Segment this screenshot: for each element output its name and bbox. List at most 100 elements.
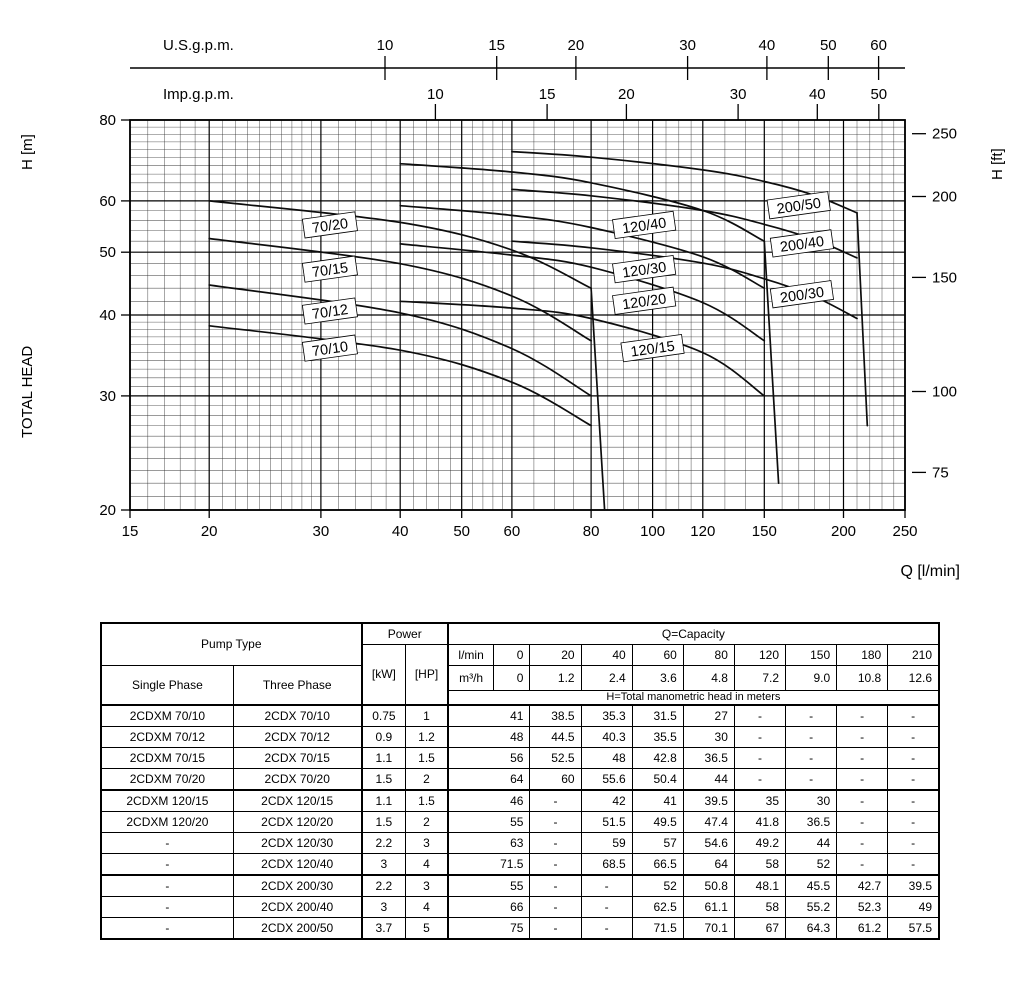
- lmin-value: 60: [631, 644, 684, 666]
- max-flow-limit-line: [590, 287, 606, 511]
- pump-table-section: Pump Type Power Q=Capacity [kW] [HP] l/m…: [100, 622, 1034, 941]
- right-tick-label: 100: [932, 384, 957, 401]
- head-value: -: [836, 768, 889, 791]
- power-kw-value: 2.2: [360, 874, 407, 898]
- head-value: 42: [580, 789, 633, 813]
- curve-label-120-15: 120/15: [620, 333, 685, 363]
- curve-label-200-40: 200/40: [769, 229, 835, 258]
- single-phase-model: -: [100, 896, 234, 919]
- head-value: 39.5: [887, 874, 940, 898]
- lmin-value: 180: [836, 644, 889, 666]
- us-gpm-tick-label: 20: [568, 37, 585, 54]
- power-hp-value: 3: [405, 832, 449, 855]
- three-phase-model: 2CDX 120/40: [232, 853, 363, 876]
- head-value: -: [836, 789, 889, 813]
- head-value: 71.5: [631, 917, 684, 940]
- head-value: -: [733, 704, 787, 728]
- head-value: 57.5: [887, 917, 940, 940]
- power-kw-value: 1.5: [360, 811, 407, 834]
- bottom-tick-label: 60: [504, 523, 521, 540]
- head-value: 42.7: [836, 874, 889, 898]
- head-value: -: [733, 768, 787, 791]
- head-value: 44.5: [529, 726, 582, 749]
- head-value: 75: [446, 917, 531, 940]
- head-value: 30: [682, 726, 735, 749]
- table-row: -2CDX 120/40 3 4 71.5-68.5 66.5 64 58 52- -: [100, 853, 940, 876]
- head-value: 41.8: [733, 811, 787, 834]
- us-gpm-tick-label: 30: [679, 37, 696, 54]
- head-value: -: [580, 874, 633, 898]
- bottom-tick-label: 150: [752, 523, 777, 540]
- head-value: 36.5: [682, 747, 735, 770]
- head-value: 35.3: [580, 704, 633, 728]
- pump-type-header: Pump Type: [100, 622, 363, 666]
- single-phase-model: -: [100, 853, 234, 876]
- right-tick-label: 200: [932, 189, 957, 206]
- pump-curve-70-15: [208, 237, 592, 342]
- imp-gpm-axis-label: Imp.g.p.m.: [163, 86, 234, 103]
- power-kw-value: 3: [360, 853, 407, 876]
- head-value: 48: [446, 726, 531, 749]
- curve-label-box: [766, 191, 831, 220]
- head-value: 48: [580, 747, 633, 770]
- single-phase-model: -: [100, 874, 234, 898]
- head-value: 35: [733, 789, 787, 813]
- power-kw-value: 0.75: [360, 704, 407, 728]
- bottom-tick-label: 100: [640, 523, 665, 540]
- pump-curve-120-40: [399, 162, 766, 243]
- y-axis-right-unit-label: H [ft]: [989, 148, 1006, 180]
- head-value: -: [580, 896, 633, 919]
- head-value: 66: [446, 896, 531, 919]
- head-value: 41: [631, 789, 684, 813]
- lmin-value: 120: [733, 644, 787, 666]
- three-phase-model: 2CDX 70/12: [232, 726, 363, 749]
- pump-curve-70-20: [208, 200, 592, 290]
- three-phase-model: 2CDX 200/50: [232, 917, 363, 940]
- power-kw-value: 1.1: [360, 747, 407, 770]
- head-value: 55.6: [580, 768, 633, 791]
- head-value: 56: [446, 747, 531, 770]
- power-header: Power: [360, 622, 449, 645]
- us-gpm-axis-label: U.S.g.p.m.: [163, 37, 234, 54]
- table-row: 2CDXM 70/20 2CDX 70/20 1.5 2 64 60 55.6 50.4 44-…: [100, 768, 940, 791]
- head-value: -: [529, 832, 582, 855]
- pump-curve-120-15: [399, 300, 766, 397]
- power-hp-value: 2: [405, 811, 449, 834]
- head-value: 48.1: [733, 874, 787, 898]
- head-value: -: [887, 811, 940, 834]
- max-flow-limit-line: [856, 212, 869, 427]
- lmin-value: 20: [529, 644, 582, 666]
- table-row: 2CDXM 120/20 2CDX 120/20 1.5 2 55-51.5 49.5 47…: [100, 811, 940, 834]
- pump-curve-120-30: [399, 204, 766, 290]
- single-phase-model: -: [100, 832, 234, 855]
- head-value: -: [887, 789, 940, 813]
- bottom-tick-label: 15: [122, 523, 139, 540]
- curve-label-70-12: 70/12: [301, 297, 358, 325]
- curve-label-text: 70/15: [311, 260, 349, 281]
- head-value: 52: [785, 853, 838, 876]
- head-value: 49.5: [631, 811, 684, 834]
- head-value: -: [836, 853, 889, 876]
- head-value: 52.5: [529, 747, 582, 770]
- head-value: -: [580, 917, 633, 940]
- curve-label-text: 120/40: [621, 215, 667, 237]
- curve-label-70-15: 70/15: [301, 255, 358, 283]
- curve-label-box: [301, 297, 358, 325]
- head-value: 60: [529, 768, 582, 791]
- power-kw-value: 3: [360, 896, 407, 919]
- head-value: 49: [887, 896, 940, 919]
- head-value: 40.3: [580, 726, 633, 749]
- right-tick-label: 75: [932, 464, 949, 481]
- hp-header: [HP]: [405, 644, 449, 706]
- head-value: 50.4: [631, 768, 684, 791]
- curve-label-box: [301, 211, 358, 239]
- lmin-value: 210: [887, 644, 940, 666]
- head-value: 61.2: [836, 917, 889, 940]
- three-phase-header: Three Phase: [232, 665, 363, 706]
- head-value: -: [836, 704, 889, 728]
- head-value: -: [785, 704, 838, 728]
- curve-label-box: [612, 254, 677, 284]
- imp-gpm-tick-label: 10: [427, 86, 444, 103]
- head-value: 55.2: [785, 896, 838, 919]
- head-value: 35.5: [631, 726, 684, 749]
